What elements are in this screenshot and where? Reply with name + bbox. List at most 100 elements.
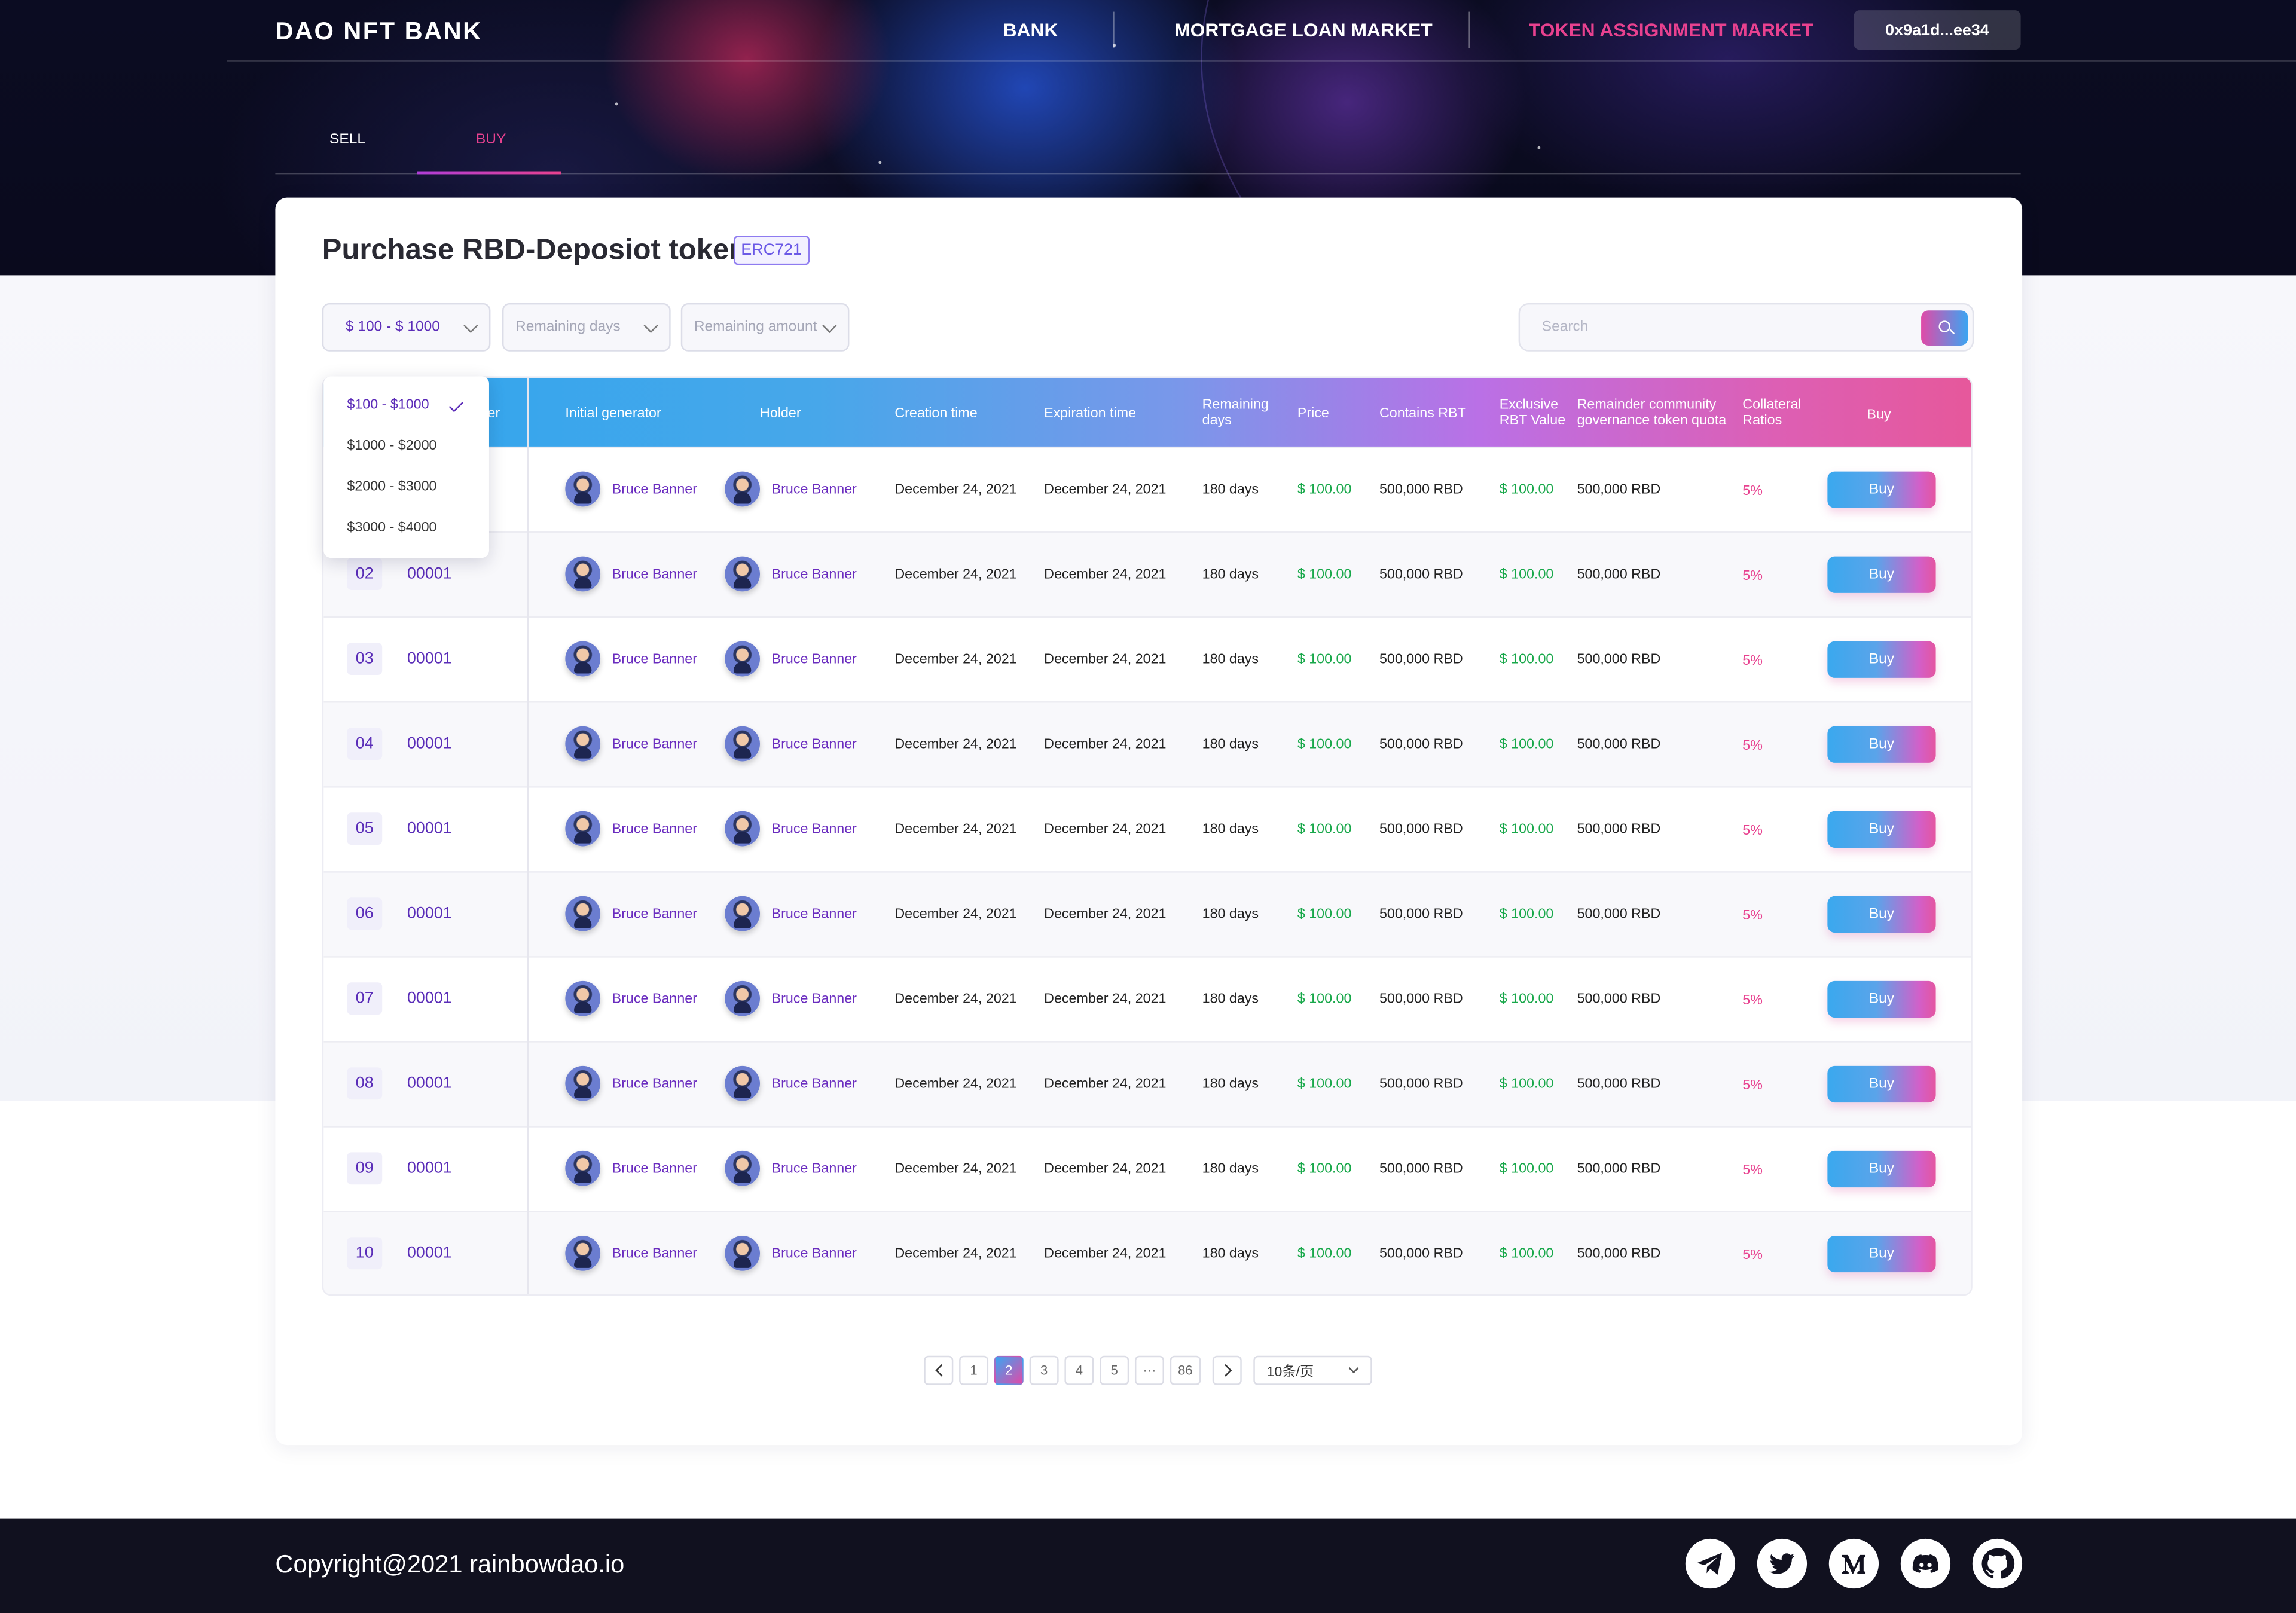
price-range-select[interactable]: $ 100 - $ 1000	[322, 303, 491, 352]
expiration-time: December 24, 2021	[1044, 1246, 1167, 1263]
star-dot	[1537, 146, 1541, 149]
price: $ 100.00	[1297, 906, 1352, 922]
remaining-days-select[interactable]: Remaining days	[502, 303, 671, 352]
dropdown-option-2000-3000[interactable]: $2000 - $3000	[347, 478, 437, 495]
initial-generator-name[interactable]: Bruce Banner	[612, 651, 697, 668]
price: $ 100.00	[1297, 566, 1352, 583]
search-input[interactable]: Search	[1518, 303, 1974, 352]
holder-name[interactable]: Bruce Banner	[771, 991, 857, 1007]
pagination-page[interactable]: 2	[994, 1355, 1024, 1385]
tab-sell[interactable]: SELL	[329, 132, 365, 148]
search-button[interactable]	[1921, 310, 1968, 346]
token-id[interactable]: 00001	[407, 989, 452, 1007]
initial-generator-name[interactable]: Bruce Banner	[612, 906, 697, 922]
initial-generator-name[interactable]: Bruce Banner	[612, 481, 697, 498]
row-number: 09	[347, 1152, 383, 1185]
buy-button[interactable]: Buy	[1827, 1235, 1936, 1273]
buy-button[interactable]: Buy	[1827, 811, 1936, 848]
price-range-dropdown: $100 - $1000 $1000 - $2000 $2000 - $3000…	[323, 376, 489, 558]
exclusive-rbt-value: $ 100.00	[1499, 566, 1554, 583]
dropdown-option-1000-2000[interactable]: $1000 - $2000	[347, 438, 437, 454]
copyright-text: Copyright@2021 rainbowdao.io	[275, 1550, 625, 1579]
column-header-holder: Holder	[760, 405, 801, 422]
dropdown-option-100-1000[interactable]: $100 - $1000	[347, 396, 429, 413]
contains-rbt: 500,000 RBD	[1379, 821, 1463, 838]
remaining-days: 180 days	[1202, 566, 1259, 583]
remaining-days: 180 days	[1202, 736, 1259, 753]
buy-button[interactable]: Buy	[1827, 556, 1936, 593]
nav-mortgage-loan-market[interactable]: MORTGAGE LOAN MARKET	[1174, 19, 1433, 41]
token-id[interactable]: 00001	[407, 905, 452, 922]
pagination-ellipsis[interactable]: ···	[1134, 1355, 1164, 1385]
holder-name[interactable]: Bruce Banner	[771, 1076, 857, 1092]
dropdown-option-3000-4000[interactable]: $3000 - $4000	[347, 520, 437, 536]
market-tabs: SELL BUY	[275, 117, 2021, 175]
buy-button[interactable]: Buy	[1827, 980, 1936, 1018]
token-id[interactable]: 00001	[407, 820, 452, 838]
initial-generator-name[interactable]: Bruce Banner	[612, 821, 697, 838]
initial-generator-name[interactable]: Bruce Banner	[612, 1161, 697, 1177]
buy-button[interactable]: Buy	[1827, 896, 1936, 933]
pagination-page[interactable]: 4	[1064, 1355, 1094, 1385]
buy-button[interactable]: Buy	[1827, 1150, 1936, 1188]
exclusive-rbt-value: $ 100.00	[1499, 1161, 1554, 1177]
buy-button[interactable]: Buy	[1827, 1065, 1936, 1103]
price: $ 100.00	[1297, 651, 1352, 668]
avatar	[725, 1065, 761, 1101]
contains-rbt: 500,000 RBD	[1379, 1161, 1463, 1177]
remaining-days: 180 days	[1202, 1161, 1259, 1177]
discord-icon[interactable]	[1900, 1538, 1951, 1589]
pagination-next-button[interactable]	[1212, 1355, 1242, 1385]
github-icon[interactable]	[1972, 1538, 2023, 1589]
token-id[interactable]: 00001	[407, 1159, 452, 1177]
nav-bank[interactable]: BANK	[1003, 19, 1058, 41]
nav-token-assignment-market[interactable]: TOKEN ASSIGNMENT MARKET	[1528, 19, 1813, 41]
tab-buy[interactable]: BUY	[475, 132, 506, 148]
table-row: 09 00001 Bruce Banner Bruce Banner December …	[323, 1126, 1971, 1211]
initial-generator-name[interactable]: Bruce Banner	[612, 566, 697, 583]
holder-name[interactable]: Bruce Banner	[771, 566, 857, 583]
pagination-page[interactable]: 3	[1029, 1355, 1059, 1385]
wallet-address-button[interactable]: 0x9a1d...ee34	[1854, 10, 2021, 50]
buy-button[interactable]: Buy	[1827, 641, 1936, 678]
row-number: 05	[347, 812, 383, 845]
buy-button[interactable]: Buy	[1827, 726, 1936, 763]
chevron-down-icon	[643, 318, 658, 334]
initial-generator-name[interactable]: Bruce Banner	[612, 991, 697, 1007]
holder-name[interactable]: Bruce Banner	[771, 1246, 857, 1263]
pagination-prev-button[interactable]	[924, 1355, 954, 1385]
pagination-page[interactable]: 5	[1100, 1355, 1129, 1385]
holder-name[interactable]: Bruce Banner	[771, 1161, 857, 1177]
token-id[interactable]: 00001	[407, 1074, 452, 1092]
price: $ 100.00	[1297, 1076, 1352, 1092]
medium-icon[interactable]	[1828, 1538, 1879, 1589]
token-id[interactable]: 00001	[407, 735, 452, 753]
token-id[interactable]: 00001	[407, 565, 452, 583]
initial-generator-name[interactable]: Bruce Banner	[612, 1246, 697, 1263]
pagination-page[interactable]: 1	[959, 1355, 989, 1385]
initial-generator-name[interactable]: Bruce Banner	[612, 736, 697, 753]
table-row: 10 00001 Bruce Banner Bruce Banner December …	[323, 1211, 1971, 1294]
remainder-quota: 500,000 RBD	[1577, 566, 1661, 583]
holder-name[interactable]: Bruce Banner	[771, 651, 857, 668]
holder-name[interactable]: Bruce Banner	[771, 906, 857, 922]
token-id[interactable]: 00001	[407, 650, 452, 668]
initial-generator-name[interactable]: Bruce Banner	[612, 1076, 697, 1092]
page-size-select[interactable]: 10条/页	[1253, 1355, 1372, 1385]
holder-name[interactable]: Bruce Banner	[771, 481, 857, 498]
twitter-icon[interactable]	[1757, 1538, 1808, 1589]
telegram-icon[interactable]	[1685, 1538, 1736, 1589]
creation-time: December 24, 2021	[894, 651, 1017, 668]
buy-button[interactable]: Buy	[1827, 471, 1936, 508]
collateral-ratio: 5%	[1742, 908, 1763, 924]
remaining-amount-select[interactable]: Remaining amount	[680, 303, 850, 352]
holder-name[interactable]: Bruce Banner	[771, 821, 857, 838]
avatar	[725, 896, 761, 931]
logo[interactable]: DAO NFT BANK	[275, 17, 483, 45]
token-id[interactable]: 00001	[407, 1244, 452, 1263]
pagination-page[interactable]: 86	[1170, 1355, 1201, 1385]
holder-name[interactable]: Bruce Banner	[771, 736, 857, 753]
creation-time: December 24, 2021	[894, 1246, 1017, 1263]
table-row: 05 00001 Bruce Banner Bruce Banner December …	[323, 786, 1971, 871]
chevron-down-icon	[1348, 1363, 1359, 1374]
